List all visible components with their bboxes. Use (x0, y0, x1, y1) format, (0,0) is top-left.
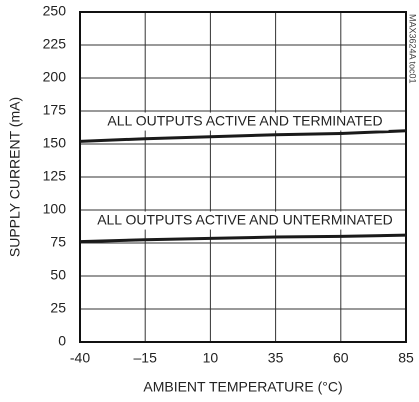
y-tick-label: 250 (43, 3, 67, 19)
y-tick-label: 50 (50, 267, 66, 283)
series-label: ALL OUTPUTS ACTIVE AND UNTERMINATED (97, 211, 393, 227)
y-tick-label: 125 (43, 168, 67, 184)
x-tick-label: 35 (268, 350, 284, 366)
y-tick-label: 75 (50, 234, 66, 250)
y-tick-label: 225 (43, 36, 67, 52)
x-tick-label: –15 (134, 350, 158, 366)
y-tick-label: 0 (58, 333, 66, 349)
x-tick-label: -40 (70, 350, 90, 366)
series-label: ALL OUTPUTS ACTIVE AND TERMINATED (107, 112, 382, 128)
y-tick-label: 200 (43, 69, 67, 85)
y-tick-label: 25 (50, 300, 66, 316)
plot-frame (79, 11, 407, 343)
x-axis-label: AMBIENT TEMPERATURE (°C) (143, 379, 342, 395)
series-line (79, 233, 407, 244)
label-background (91, 211, 399, 230)
y-tick-label: 175 (43, 102, 67, 118)
x-tick-label: 60 (333, 350, 349, 366)
y-tick-label: 150 (43, 135, 67, 151)
y-axis-label: SUPPLY CURRENT (mA) (7, 97, 23, 257)
x-tick-label: 10 (203, 350, 219, 366)
series-line (79, 129, 407, 143)
y-tick-label: 100 (43, 201, 67, 217)
x-tick-label: 85 (398, 350, 414, 366)
label-background (101, 112, 389, 131)
side-note: MAX3624A toc01 (408, 14, 418, 84)
